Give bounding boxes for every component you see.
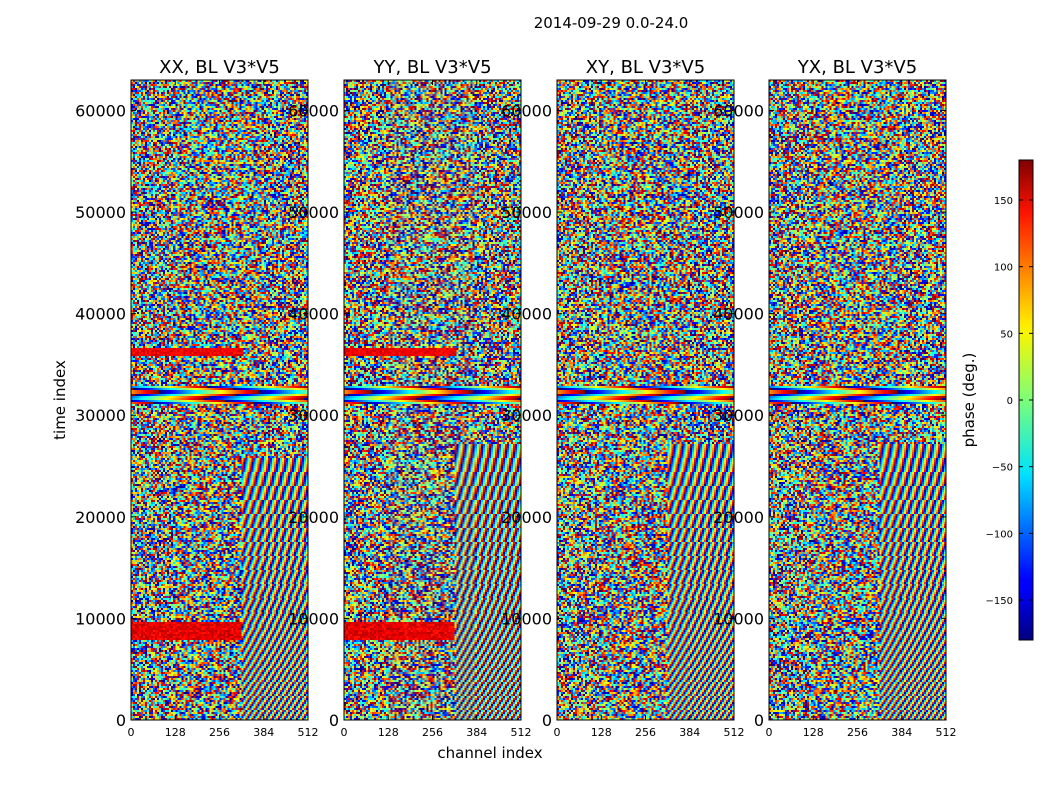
phase-image-xx	[131, 80, 308, 720]
x-tick-label: 384	[466, 726, 487, 739]
panel-yx: YX, BL V3*V5 0 128 256 384 512 0 10000 20000 3000…	[713, 57, 956, 739]
y-tick-label: 0	[542, 711, 552, 730]
x-tick-label: 128	[378, 726, 399, 739]
y-tick-label: 20000	[501, 508, 552, 527]
x-tick-label: 0	[554, 726, 561, 739]
x-tick-label: 384	[253, 726, 274, 739]
x-tick-label: 512	[511, 726, 532, 739]
y-tick-label: 20000	[713, 508, 764, 527]
y-tick-label: 30000	[713, 406, 764, 425]
panel-title: XY, BL V3*V5	[586, 57, 705, 78]
x-tick-label: 128	[803, 726, 824, 739]
y-tick-label: 0	[116, 711, 126, 730]
x-tick-label: 384	[679, 726, 700, 739]
colorbar-tick-label: 100	[994, 263, 1013, 274]
colorbar-tick-label: −50	[992, 463, 1013, 474]
x-tick-label: 256	[847, 726, 868, 739]
colorbar-tick-label: 50	[1000, 329, 1013, 340]
colorbar-label: phase (deg.)	[960, 353, 978, 448]
x-tick-label: 128	[165, 726, 186, 739]
colorbar-ticks: −150 −100 −50 0 50 100 150	[986, 196, 1033, 607]
x-tick-label: 0	[766, 726, 773, 739]
colorbar-tick-label: −100	[986, 529, 1013, 540]
colorbar-tick-label: 150	[994, 196, 1013, 207]
y-tick-label: 10000	[288, 609, 339, 628]
y-tick-label: 50000	[501, 203, 552, 222]
y-tick-label: 30000	[501, 406, 552, 425]
x-tick-label: 512	[298, 726, 319, 739]
y-tick-label: 0	[329, 711, 339, 730]
x-axis-label: channel index	[437, 744, 542, 762]
phase-image-xy	[557, 80, 734, 720]
y-tick-label: 50000	[288, 203, 339, 222]
y-tick-label: 60000	[501, 101, 552, 120]
phase-image-yy	[344, 80, 521, 720]
y-tick-label: 60000	[288, 101, 339, 120]
panel-title: YX, BL V3*V5	[797, 57, 917, 78]
panel-title: XX, BL V3*V5	[159, 57, 280, 78]
x-tick-label: 0	[128, 726, 135, 739]
y-tick-label: 30000	[288, 406, 339, 425]
colorbar-tick-label: 0	[1007, 396, 1013, 407]
y-tick-label: 20000	[288, 508, 339, 527]
y-tick-label: 40000	[288, 305, 339, 324]
x-tick-label: 128	[591, 726, 612, 739]
x-tick-label: 0	[341, 726, 348, 739]
y-tick-label: 50000	[713, 203, 764, 222]
y-tick-label: 0	[754, 711, 764, 730]
phase-image-yx	[769, 80, 946, 720]
x-tick-label: 256	[422, 726, 443, 739]
x-tick-label: 512	[724, 726, 745, 739]
y-tick-label: 40000	[501, 305, 552, 324]
y-axis-label: time index	[51, 360, 69, 440]
x-tick-label: 384	[891, 726, 912, 739]
y-tick-label: 60000	[75, 101, 126, 120]
x-tick-label: 256	[635, 726, 656, 739]
x-tick-label: 512	[936, 726, 957, 739]
y-tick-label: 40000	[713, 305, 764, 324]
y-tick-label: 40000	[75, 305, 126, 324]
panel-xy: XY, BL V3*V5 0 128 256 384 512 0 10000 20000 3000…	[501, 57, 744, 739]
x-tick-label: 256	[209, 726, 230, 739]
colorbar: −150 −100 −50 0 50 100 150 phase (deg.)	[960, 159, 1034, 641]
y-tick-label: 10000	[75, 609, 126, 628]
figure-title: 2014-09-29 0.0-24.0	[534, 14, 689, 32]
colorbar-tick-label: −150	[986, 596, 1013, 607]
y-tick-label: 10000	[501, 609, 552, 628]
panel-xx: XX, BL V3*V5 0 128 256 384 512 0 10000 20000 3000…	[75, 57, 318, 739]
panels: XX, BL V3*V5 0 128 256 384 512 0 10000 20000 3000…	[75, 57, 956, 739]
panel-yy: YY, BL V3*V5 0 128 256 384 512 0 10000 20000 3000…	[288, 57, 531, 739]
y-tick-label: 20000	[75, 508, 126, 527]
y-tick-label: 60000	[713, 101, 764, 120]
y-tick-label: 30000	[75, 406, 126, 425]
y-tick-label: 50000	[75, 203, 126, 222]
panel-title: YY, BL V3*V5	[372, 57, 491, 78]
y-tick-label: 10000	[713, 609, 764, 628]
